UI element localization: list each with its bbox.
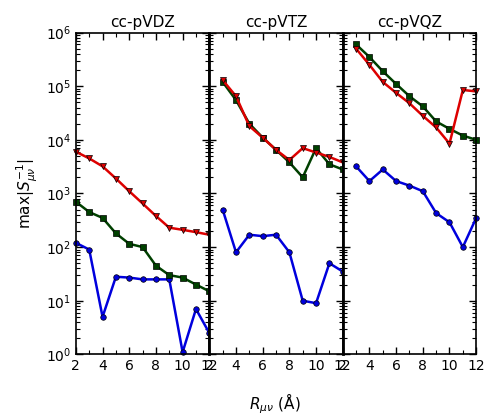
Title: cc-pVTZ: cc-pVTZ [245, 15, 307, 30]
Text: $R_{\mu\nu}$ (Å): $R_{\mu\nu}$ (Å) [249, 391, 301, 413]
Title: cc-pVDZ: cc-pVDZ [110, 15, 175, 30]
Y-axis label: max$|S^{-1}_{\mu\nu}|$: max$|S^{-1}_{\mu\nu}|$ [15, 158, 40, 229]
Title: cc-pVQZ: cc-pVQZ [377, 15, 442, 30]
